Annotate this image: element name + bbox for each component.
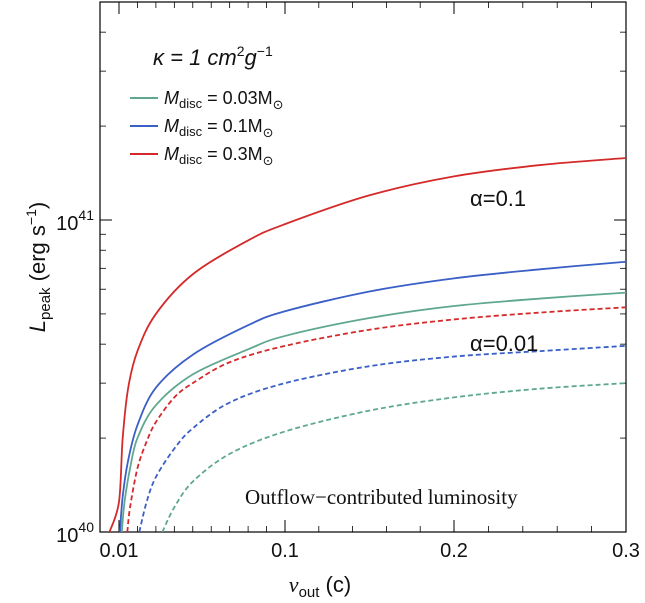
y-axis-label-sub: peak [37, 287, 54, 320]
x-axis-label-main: v [289, 572, 299, 597]
y-tick-label: 1041 [56, 207, 94, 235]
y-tick-labels: 1040 1041 [56, 207, 94, 547]
series-line-alpha-0p01-disc-0p03 [161, 382, 626, 532]
x-axis-label: vout (c) [289, 572, 351, 601]
x-tick-label: 0.1 [271, 540, 299, 562]
series-line-alpha-0p1-disc-0p3 [108, 157, 626, 532]
x-axis-label-unit: (c) [319, 572, 351, 597]
legend: Mdisc = 0.03M⊙ Mdisc = 0.1M⊙ Mdisc = 0.3M⊙ [130, 88, 284, 168]
series-line-alpha-0p01-disc-0p3 [126, 306, 626, 532]
x-tick-label: 0.3 [612, 540, 640, 562]
alpha-high-label: α=0.1 [470, 186, 526, 211]
x-tick-labels: 0.01 0.1 0.2 0.3 [100, 540, 640, 562]
major-ticks [100, 2, 627, 533]
y-axis-label-unit-pre: (erg s [25, 225, 50, 287]
legend-entry: Mdisc = 0.03M⊙ [164, 88, 284, 112]
kappa-annotation: κ = 1 cm2g−1 [153, 43, 273, 70]
minor-ticks [100, 2, 626, 532]
kappa-pre: κ = 1 cm [153, 45, 237, 70]
y-axis-label-main: L [25, 320, 50, 332]
legend-entry: Mdisc = 0.3M⊙ [164, 144, 274, 168]
plot-frame [99, 1, 627, 533]
x-axis-label-sub: out [299, 584, 321, 601]
caption: Outflow−contributed luminosity [245, 485, 518, 509]
kappa-sup1: 2 [237, 43, 245, 59]
series-line-alpha-0p1-disc-0p03 [120, 291, 626, 532]
series-layer [108, 157, 626, 532]
y-tick-label: 1040 [56, 519, 94, 547]
x-tick-label: 0.2 [440, 540, 468, 562]
legend-entry: Mdisc = 0.1M⊙ [164, 116, 274, 140]
y-axis-label: Lpeak (erg s−1) [23, 202, 54, 332]
series-line-alpha-0p1-disc-0p1 [119, 260, 626, 532]
y-axis-label-unit-exp: −1 [23, 209, 39, 225]
x-tick-label: 0.01 [100, 540, 139, 562]
kappa-mid: g [245, 45, 258, 70]
kappa-sup2: −1 [257, 43, 273, 59]
alpha-low-label: α=0.01 [470, 331, 538, 356]
y-axis-label-unit-post: ) [25, 202, 50, 209]
